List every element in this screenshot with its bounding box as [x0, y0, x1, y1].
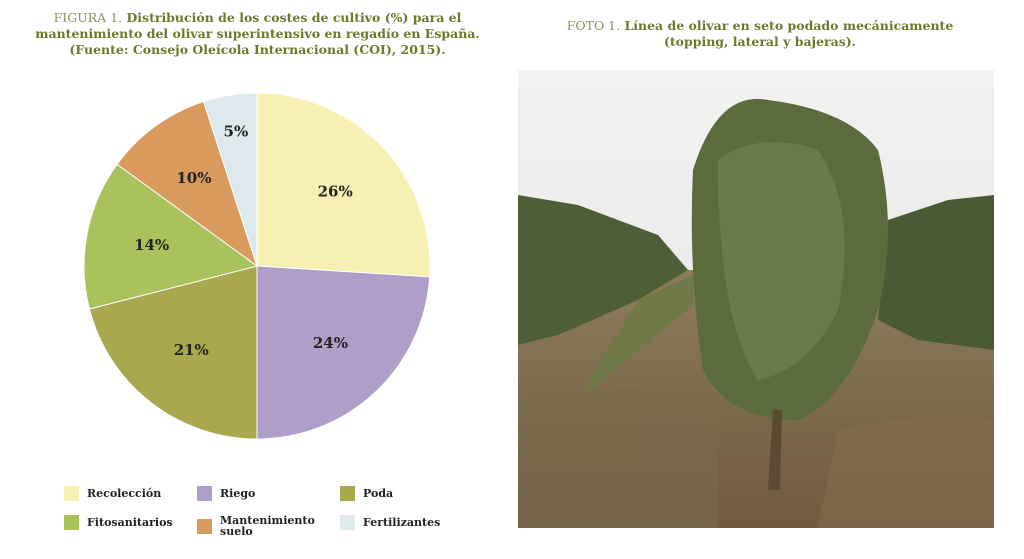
- legend-label: Riego: [220, 487, 256, 500]
- slice-label: 26%: [318, 183, 353, 201]
- legend-swatch: [64, 486, 79, 501]
- legend-swatch: [197, 486, 212, 501]
- legend-item: Fertilizantes: [340, 515, 440, 530]
- pie-slice: [256, 265, 431, 440]
- legend-swatch: [197, 518, 212, 534]
- legend-label: Recolección: [87, 487, 162, 500]
- slice-label: 24%: [313, 334, 348, 352]
- legend-item: Mantenimiento suelo: [197, 515, 320, 537]
- photo: [518, 70, 994, 528]
- slice-label: 5%: [224, 123, 249, 141]
- pie-slice: [83, 163, 259, 310]
- legend-label: Poda: [363, 487, 394, 500]
- photo-title: Línea de olivar en seto podado mecánicam…: [624, 18, 954, 49]
- legend-label: Mantenimiento suelo: [220, 514, 315, 538]
- legend-item: Fitosanitarios: [64, 515, 173, 530]
- slice-label: 14%: [134, 236, 169, 254]
- photo-caption: FOTO 1. Línea de olivar en seto podado m…: [560, 18, 960, 50]
- figure-label: FIGURA 1.: [53, 10, 123, 25]
- legend-label: Fertilizantes: [363, 516, 441, 529]
- pie-slice: [256, 92, 431, 278]
- legend-label: Fitosanitarios: [87, 516, 173, 529]
- chart-caption: FIGURA 1. Distribución de los costes de …: [25, 10, 490, 58]
- legend-swatch: [340, 515, 355, 530]
- pie-slice: [88, 265, 258, 440]
- chart-title: Distribución de los costes de cultivo (%…: [35, 10, 480, 57]
- legend-swatch: [340, 486, 355, 501]
- legend-item: Recolección: [64, 486, 161, 501]
- legend-swatch: [64, 515, 79, 530]
- legend-item: Riego: [197, 486, 255, 501]
- legend-item: Poda: [340, 486, 393, 501]
- photo-label: FOTO 1.: [566, 18, 621, 33]
- pie-slice: [116, 100, 258, 268]
- slice-label: 21%: [174, 341, 209, 359]
- slice-label: 10%: [176, 169, 211, 187]
- pie-slice: [202, 92, 258, 267]
